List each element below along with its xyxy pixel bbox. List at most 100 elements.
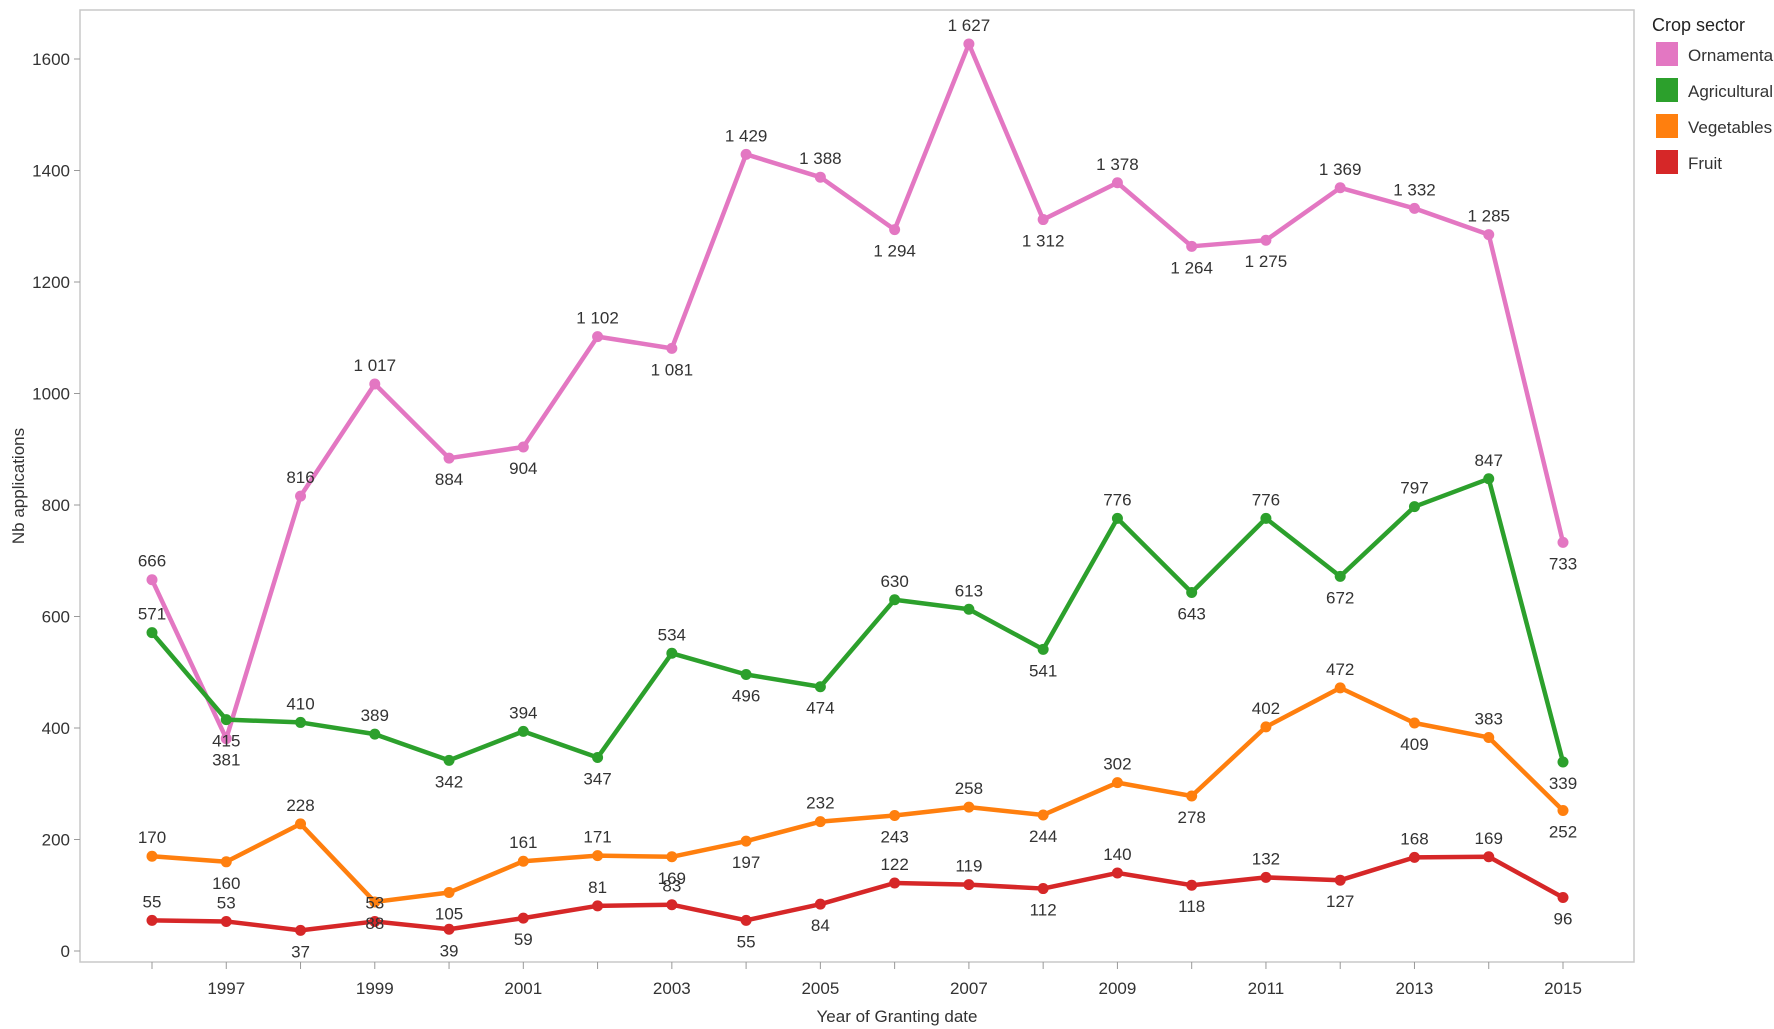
legend-item-fruit: Fruit bbox=[1656, 150, 1722, 174]
data-point bbox=[666, 899, 677, 910]
data-label: 1 081 bbox=[651, 360, 694, 379]
data-label: 258 bbox=[955, 779, 983, 798]
data-label: 394 bbox=[509, 703, 537, 722]
data-label: 278 bbox=[1177, 808, 1205, 827]
data-point bbox=[666, 648, 677, 659]
data-point bbox=[444, 755, 455, 766]
data-point bbox=[1335, 182, 1346, 193]
data-point bbox=[1558, 805, 1569, 816]
data-point bbox=[1112, 777, 1123, 788]
data-label: 1 294 bbox=[873, 242, 916, 261]
data-point bbox=[815, 172, 826, 183]
data-label: 112 bbox=[1030, 901, 1057, 920]
data-label: 232 bbox=[806, 794, 834, 813]
data-point bbox=[369, 729, 380, 740]
data-label: 171 bbox=[583, 828, 611, 847]
data-point bbox=[1335, 682, 1346, 693]
data-label: 122 bbox=[880, 855, 908, 874]
data-label: 168 bbox=[1400, 829, 1428, 848]
data-point bbox=[815, 899, 826, 910]
data-point bbox=[147, 915, 158, 926]
x-tick-label: 2015 bbox=[1544, 979, 1582, 998]
data-label: 1 264 bbox=[1170, 258, 1213, 277]
data-label: 342 bbox=[435, 772, 463, 791]
data-label: 410 bbox=[286, 694, 314, 713]
x-axis-title: Year of Granting date bbox=[817, 1007, 978, 1026]
data-point bbox=[1186, 880, 1197, 891]
series-fruit bbox=[147, 851, 1569, 936]
data-point bbox=[1483, 732, 1494, 743]
data-label: 160 bbox=[212, 874, 240, 893]
data-label: 1 312 bbox=[1022, 232, 1065, 251]
legend-swatch bbox=[1656, 114, 1678, 138]
data-point bbox=[963, 38, 974, 49]
data-label: 383 bbox=[1475, 709, 1503, 728]
data-label: 37 bbox=[291, 942, 310, 961]
data-point bbox=[1483, 473, 1494, 484]
data-label: 1 369 bbox=[1319, 160, 1362, 179]
data-point bbox=[518, 442, 529, 453]
data-label: 132 bbox=[1252, 849, 1280, 868]
data-label: 1 332 bbox=[1393, 180, 1436, 199]
data-point bbox=[889, 594, 900, 605]
x-tick-label: 2005 bbox=[801, 979, 839, 998]
legend-label: Agricultural bbox=[1688, 82, 1773, 101]
data-point bbox=[889, 877, 900, 888]
data-point bbox=[221, 916, 232, 927]
data-label: 534 bbox=[658, 625, 686, 644]
data-point bbox=[518, 726, 529, 737]
data-label: 197 bbox=[732, 853, 760, 872]
x-tick-label: 2001 bbox=[504, 979, 542, 998]
data-label: 39 bbox=[440, 941, 459, 960]
data-label: 140 bbox=[1103, 845, 1131, 864]
data-label: 244 bbox=[1029, 827, 1057, 846]
legend-swatch bbox=[1656, 78, 1678, 102]
y-tick-label: 200 bbox=[42, 831, 70, 850]
y-tick-label: 400 bbox=[42, 719, 70, 738]
data-label: 613 bbox=[955, 581, 983, 600]
data-label: 1 102 bbox=[576, 309, 619, 328]
y-axis: 02004006008001000120014001600 bbox=[32, 50, 80, 961]
data-label: 571 bbox=[138, 605, 166, 624]
data-point bbox=[1558, 892, 1569, 903]
data-label: 776 bbox=[1252, 490, 1280, 509]
data-point bbox=[741, 149, 752, 160]
data-point bbox=[1335, 875, 1346, 886]
data-point bbox=[1038, 644, 1049, 655]
data-label: 1 285 bbox=[1467, 207, 1510, 226]
data-label: 252 bbox=[1549, 823, 1577, 842]
data-label: 389 bbox=[361, 706, 389, 725]
legend-item-vegetables: Vegetables bbox=[1656, 114, 1772, 138]
data-point bbox=[1483, 229, 1494, 240]
y-tick-label: 0 bbox=[61, 942, 70, 961]
data-point bbox=[444, 924, 455, 935]
data-point bbox=[1038, 214, 1049, 225]
data-point bbox=[518, 856, 529, 867]
data-point bbox=[444, 887, 455, 898]
data-label: 1 627 bbox=[948, 16, 991, 35]
data-point bbox=[1186, 791, 1197, 802]
data-label: 666 bbox=[138, 552, 166, 571]
data-point bbox=[592, 331, 603, 342]
y-axis-title: Nb applications bbox=[9, 428, 28, 544]
legend-swatch bbox=[1656, 42, 1678, 66]
legend-item-ornamental: Ornamental bbox=[1656, 42, 1774, 66]
x-axis: 1997199920012003200520072009201120132015 bbox=[152, 962, 1582, 998]
data-point bbox=[1409, 717, 1420, 728]
data-point bbox=[147, 574, 158, 585]
data-label: 672 bbox=[1326, 588, 1354, 607]
x-tick-label: 2007 bbox=[950, 979, 988, 998]
data-label: 55 bbox=[737, 932, 756, 951]
x-tick-label: 2003 bbox=[653, 979, 691, 998]
data-label: 474 bbox=[806, 699, 834, 718]
data-label: 105 bbox=[435, 904, 463, 923]
data-point bbox=[963, 604, 974, 615]
legend-title: Crop sector bbox=[1652, 15, 1745, 35]
data-label: 816 bbox=[286, 468, 314, 487]
data-point bbox=[1260, 872, 1271, 883]
data-point bbox=[1186, 587, 1197, 598]
data-point bbox=[295, 717, 306, 728]
data-label: 643 bbox=[1177, 605, 1205, 624]
data-point bbox=[815, 681, 826, 692]
